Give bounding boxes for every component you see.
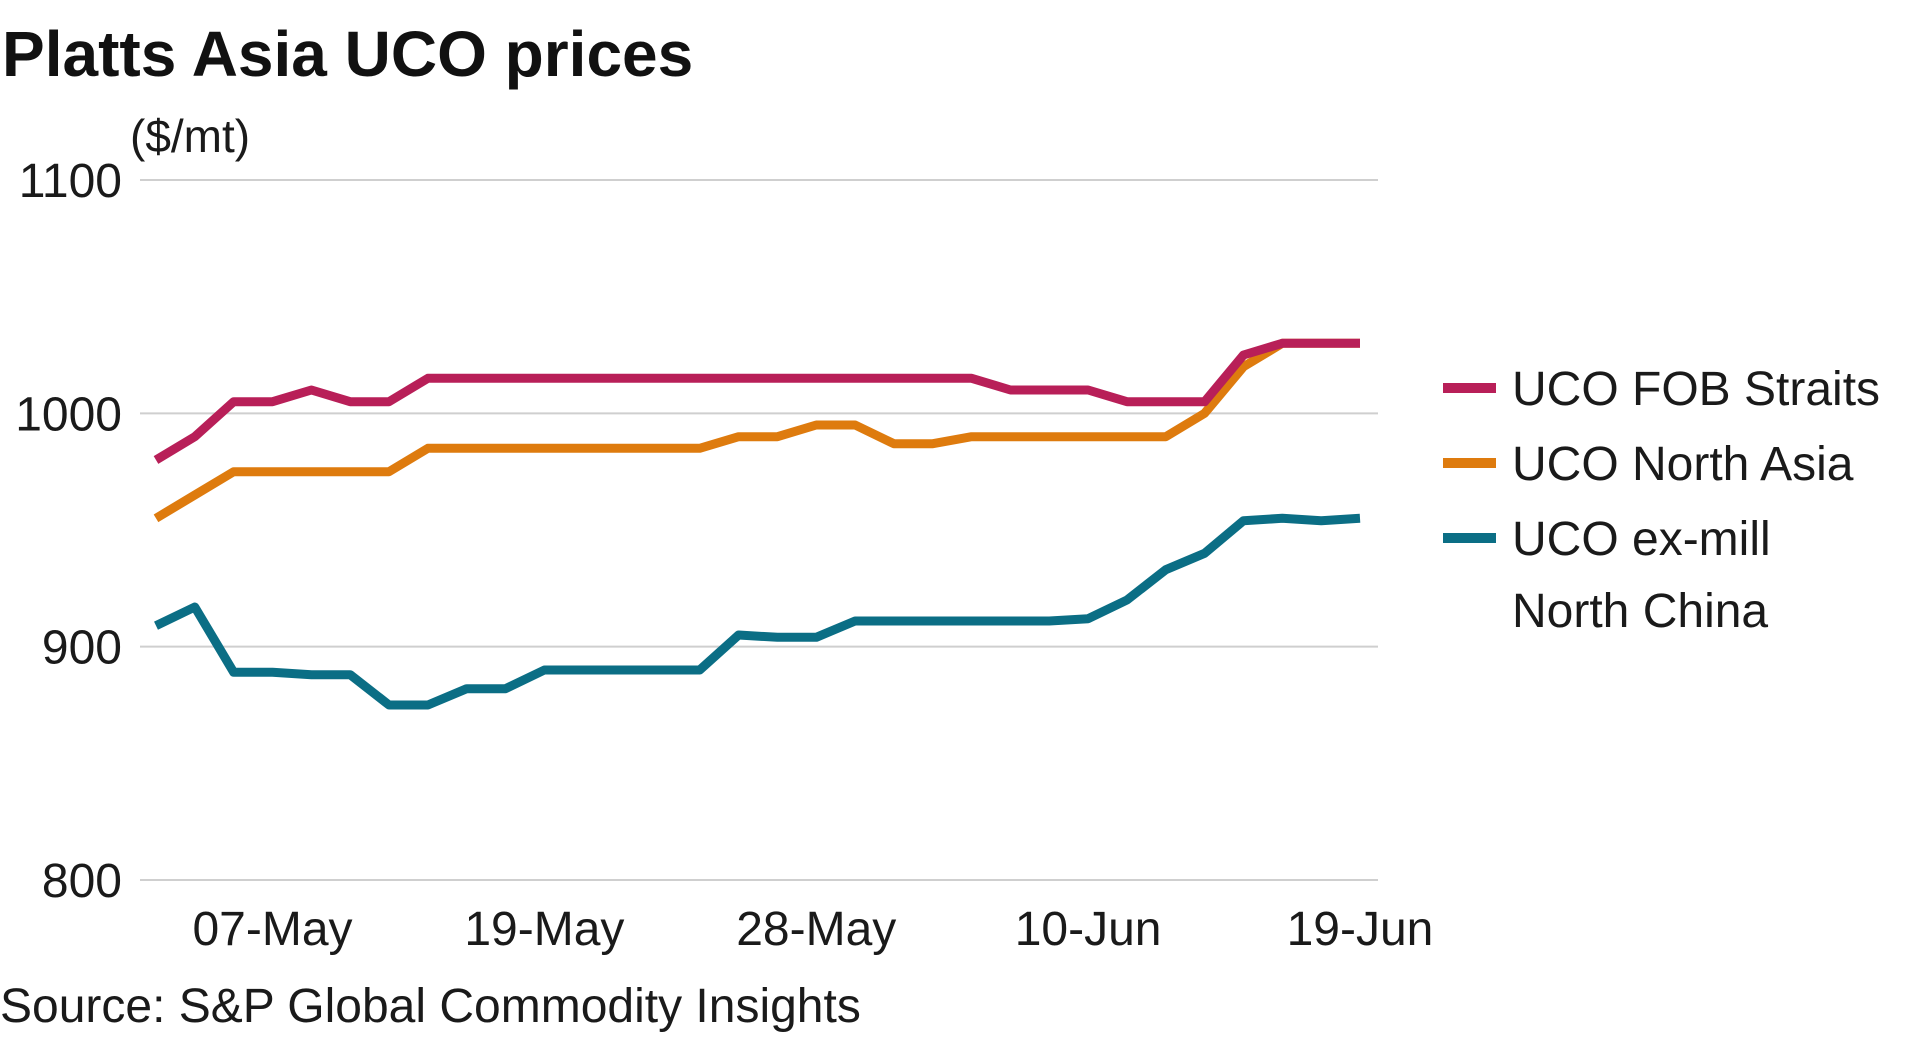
legend-label: UCO ex-mill [1512, 513, 1771, 566]
series-line-uco-ex-mill-north-china [154, 513, 1361, 710]
series-lines [153, 338, 1361, 710]
x-tick-label: 19-Jun [1287, 903, 1434, 956]
y-tick-label: 1100 [19, 155, 122, 208]
x-tick-label: 07-May [192, 903, 352, 956]
y-tick-label: 800 [42, 855, 122, 908]
legend: UCO FOB Straits UCO North Asia UCO ex-mill… [1443, 363, 1880, 638]
chart-title: Platts Asia UCO prices [2, 18, 693, 90]
legend-label: UCO FOB Straits [1512, 363, 1880, 416]
series-line-uco-fob-straits [153, 338, 1360, 464]
series-line-uco-north-asia [153, 338, 1360, 523]
x-tick-label: 10-Jun [1015, 903, 1162, 956]
source-note: Source: S&P Global Commodity Insights [0, 980, 861, 1033]
y-axis-ticks: 1100 1000 900 800 [15, 155, 122, 908]
legend-item: UCO North Asia [1443, 438, 1854, 491]
x-axis-ticks: 07-May 19-May 28-May 10-Jun 19-Jun [192, 903, 1433, 956]
legend-label: North China [1512, 585, 1768, 638]
legend-label: UCO North Asia [1512, 438, 1854, 491]
y-tick-label: 900 [42, 622, 122, 675]
gridlines [140, 179, 1378, 881]
legend-item: UCO FOB Straits [1443, 363, 1880, 416]
y-axis-unit-label: ($/mt) [130, 110, 250, 162]
x-tick-label: 28-May [736, 903, 896, 956]
y-tick-label: 1000 [15, 388, 122, 441]
legend-item: UCO ex-mill North China [1443, 513, 1771, 638]
x-tick-label: 19-May [464, 903, 624, 956]
